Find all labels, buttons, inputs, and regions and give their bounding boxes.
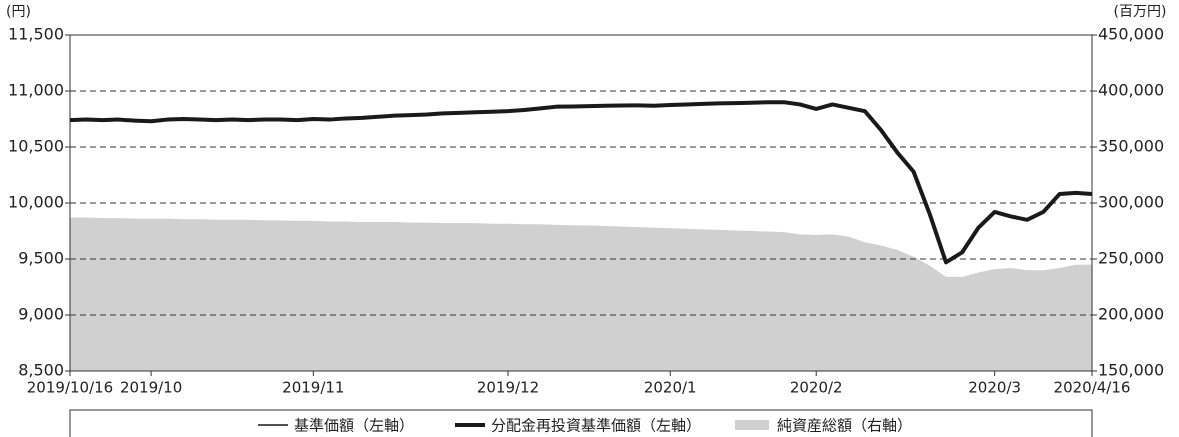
legend-label: 分配金再投資基準価額（左軸） [491, 417, 701, 435]
y2-tick-label: 250,000 [1098, 249, 1164, 268]
line [69, 101, 1093, 264]
x-tick-label: 2019/12 [477, 379, 539, 397]
legend-label: 基準価額（左軸） [294, 417, 414, 435]
y-unit: (円) [6, 4, 31, 20]
y-tick-label: 10,500 [8, 137, 64, 156]
legend-swatch [735, 420, 769, 430]
y2-unit: (百万円) [1114, 4, 1167, 20]
x-tick-label: 2019/10/16 [27, 379, 113, 397]
y-tick-label: 8,500 [18, 361, 64, 380]
legend-box [69, 409, 1093, 437]
y-tick-label: 11,500 [8, 25, 64, 44]
y2-tick-label: 400,000 [1098, 81, 1164, 100]
y-tick-label: 9,500 [18, 249, 64, 268]
y-tick-label: 9,000 [18, 305, 64, 324]
y-tick-label: 11,000 [8, 81, 64, 100]
y2-tick-label: 200,000 [1098, 305, 1164, 324]
x-tick-label: 2020/4/16 [1054, 379, 1131, 397]
x-tick-label: 2019/10 [120, 379, 182, 397]
x-tick-label: 2020/2 [790, 379, 843, 397]
y2-tick-label: 450,000 [1098, 25, 1164, 44]
plot-frame [69, 34, 1093, 372]
x-tick-label: 2020/3 [968, 379, 1021, 397]
y2-tick-label: 150,000 [1098, 361, 1164, 380]
x-tick-label: 2019/11 [282, 379, 344, 397]
y2-tick-label: 350,000 [1098, 137, 1164, 156]
x-tick-label: 2020/1 [644, 379, 697, 397]
y-tick-label: 10,000 [8, 193, 64, 212]
area [70, 217, 1092, 371]
legend-label: 純資産総額（右軸） [777, 417, 912, 435]
y2-tick-label: 300,000 [1098, 193, 1164, 212]
